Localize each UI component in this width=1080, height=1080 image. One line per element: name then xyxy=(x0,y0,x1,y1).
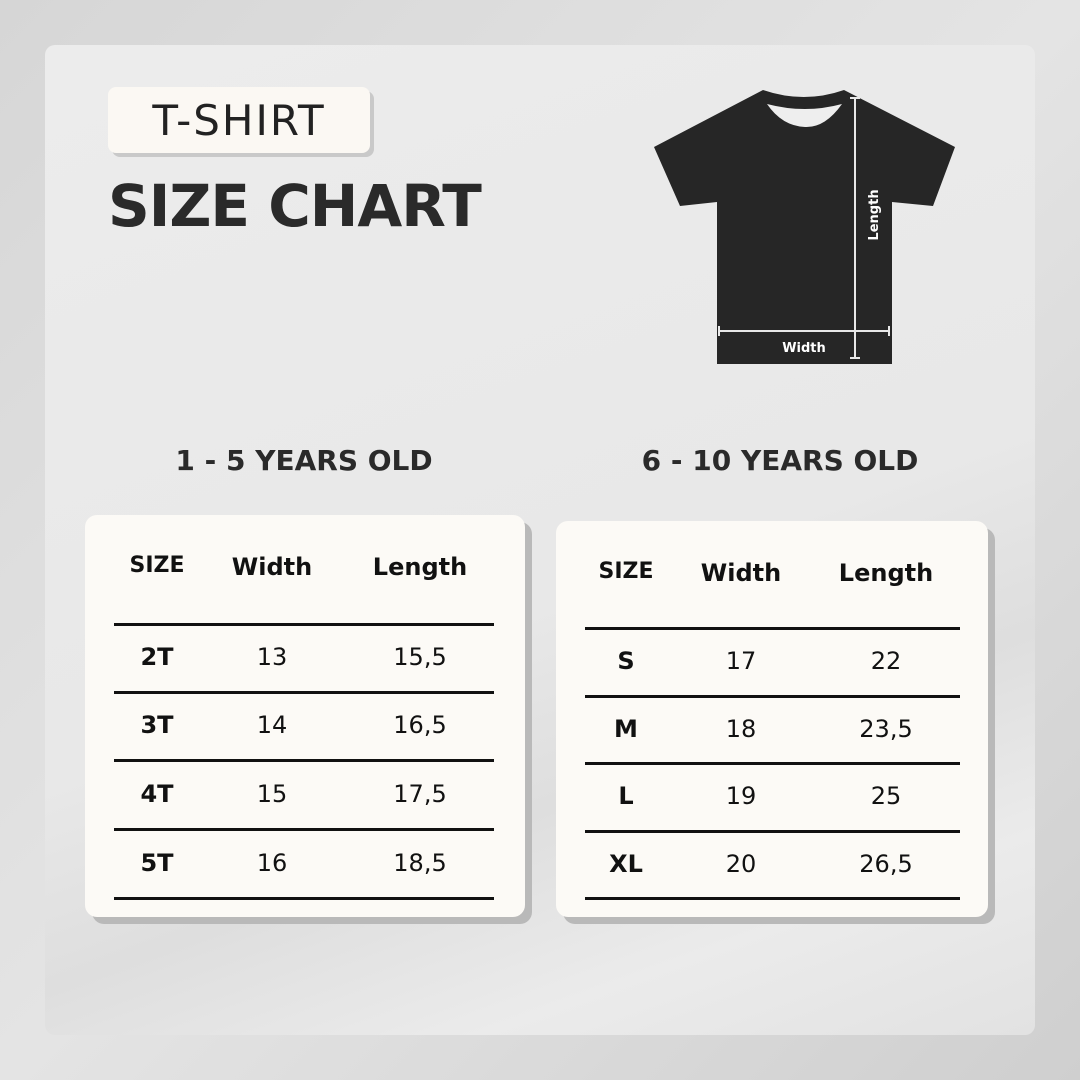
size-table-6-10: SIZE Width Length S 17 22 M 18 23,5 L 19 25 XL 20 26,5 xyxy=(556,521,988,917)
row-divider xyxy=(585,695,960,698)
size-cell: M xyxy=(614,714,638,743)
product-tag: T-SHIRT xyxy=(108,87,370,153)
row-divider xyxy=(114,828,494,831)
column-header: SIZE xyxy=(129,553,185,578)
table-heading-2: 6 - 10 YEARS OLD xyxy=(641,444,919,477)
length-cell: 25 xyxy=(870,782,902,810)
length-label: Length xyxy=(867,189,882,240)
row-divider xyxy=(585,762,960,765)
column-header: Length xyxy=(372,553,468,581)
size-cell: 2T xyxy=(140,643,174,671)
width-cell: 15 xyxy=(256,779,288,808)
table-heading-1: 1 - 5 YEARS OLD xyxy=(175,444,433,477)
size-cell: L xyxy=(618,782,634,810)
tshirt-icon xyxy=(654,90,955,364)
length-cell: 23,5 xyxy=(859,714,913,743)
width-cell: 17 xyxy=(725,647,757,675)
length-cell: 18,5 xyxy=(393,848,447,877)
width-cell: 14 xyxy=(256,711,288,739)
row-divider xyxy=(114,759,494,762)
row-divider xyxy=(585,830,960,833)
size-cell: 4T xyxy=(140,779,174,808)
column-header: Width xyxy=(700,559,782,587)
length-cell: 17,5 xyxy=(393,779,447,808)
width-cell: 18 xyxy=(725,714,757,743)
column-header: Width xyxy=(231,553,313,581)
column-header: SIZE xyxy=(598,559,654,584)
width-cell: 20 xyxy=(725,849,757,878)
length-measure-line xyxy=(850,97,860,359)
size-cell: XL xyxy=(609,849,643,878)
page-title: SIZE CHART xyxy=(108,172,482,240)
column-header: Length xyxy=(838,559,934,587)
tshirt-diagram: Length Width xyxy=(654,90,955,364)
row-divider xyxy=(585,897,960,900)
size-cell: 5T xyxy=(140,848,174,877)
width-cell: 16 xyxy=(256,848,288,877)
size-cell: 3T xyxy=(140,711,174,739)
length-cell: 15,5 xyxy=(393,643,447,671)
width-measure-line xyxy=(718,326,890,336)
size-cell: S xyxy=(617,647,635,675)
row-divider xyxy=(114,691,494,694)
length-cell: 22 xyxy=(870,647,902,675)
length-cell: 26,5 xyxy=(859,849,913,878)
row-divider xyxy=(114,623,494,626)
width-cell: 19 xyxy=(725,782,757,810)
size-table-1-5: SIZE Width Length 2T 13 15,5 3T 14 16,5 4T 15 17,5 5… xyxy=(85,515,525,917)
row-divider xyxy=(114,897,494,900)
length-cell: 16,5 xyxy=(393,711,447,739)
collar xyxy=(767,104,842,128)
row-divider xyxy=(585,627,960,630)
width-label: Width xyxy=(782,341,826,356)
width-cell: 13 xyxy=(256,643,288,671)
